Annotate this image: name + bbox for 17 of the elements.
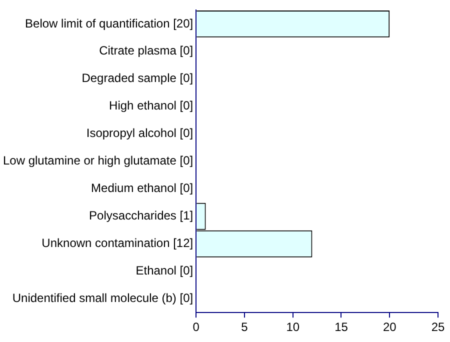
x-tick-label: 20 bbox=[382, 320, 397, 334]
y-tick-label: Citrate plasma [0] bbox=[99, 44, 194, 58]
y-tick-label: Polysaccharides [1] bbox=[89, 208, 194, 223]
x-tick-label: 15 bbox=[334, 320, 348, 334]
x-tick-label: 0 bbox=[192, 320, 200, 334]
y-tick-label: Medium ethanol [0] bbox=[91, 181, 194, 196]
y-tick-label: Below limit of quantification [20] bbox=[25, 16, 194, 30]
y-tick-label: Ethanol [0] bbox=[136, 264, 194, 278]
y-tick-label: Degraded sample [0] bbox=[82, 71, 194, 86]
x-tick-label: 5 bbox=[241, 320, 248, 334]
y-tick-label: High ethanol [0] bbox=[109, 98, 194, 113]
y-tick-label: Unknown contamination [12] bbox=[42, 236, 194, 250]
x-tick-label: 10 bbox=[286, 320, 300, 334]
y-tick-label: Isopropyl alcohol [0] bbox=[86, 126, 194, 140]
y-tick-label: Low glutamine or high glutamate [0] bbox=[2, 154, 194, 168]
y-tick-label: Unidentified small molecule (b) [0] bbox=[12, 291, 194, 306]
x-tick-label: 25 bbox=[431, 320, 445, 334]
